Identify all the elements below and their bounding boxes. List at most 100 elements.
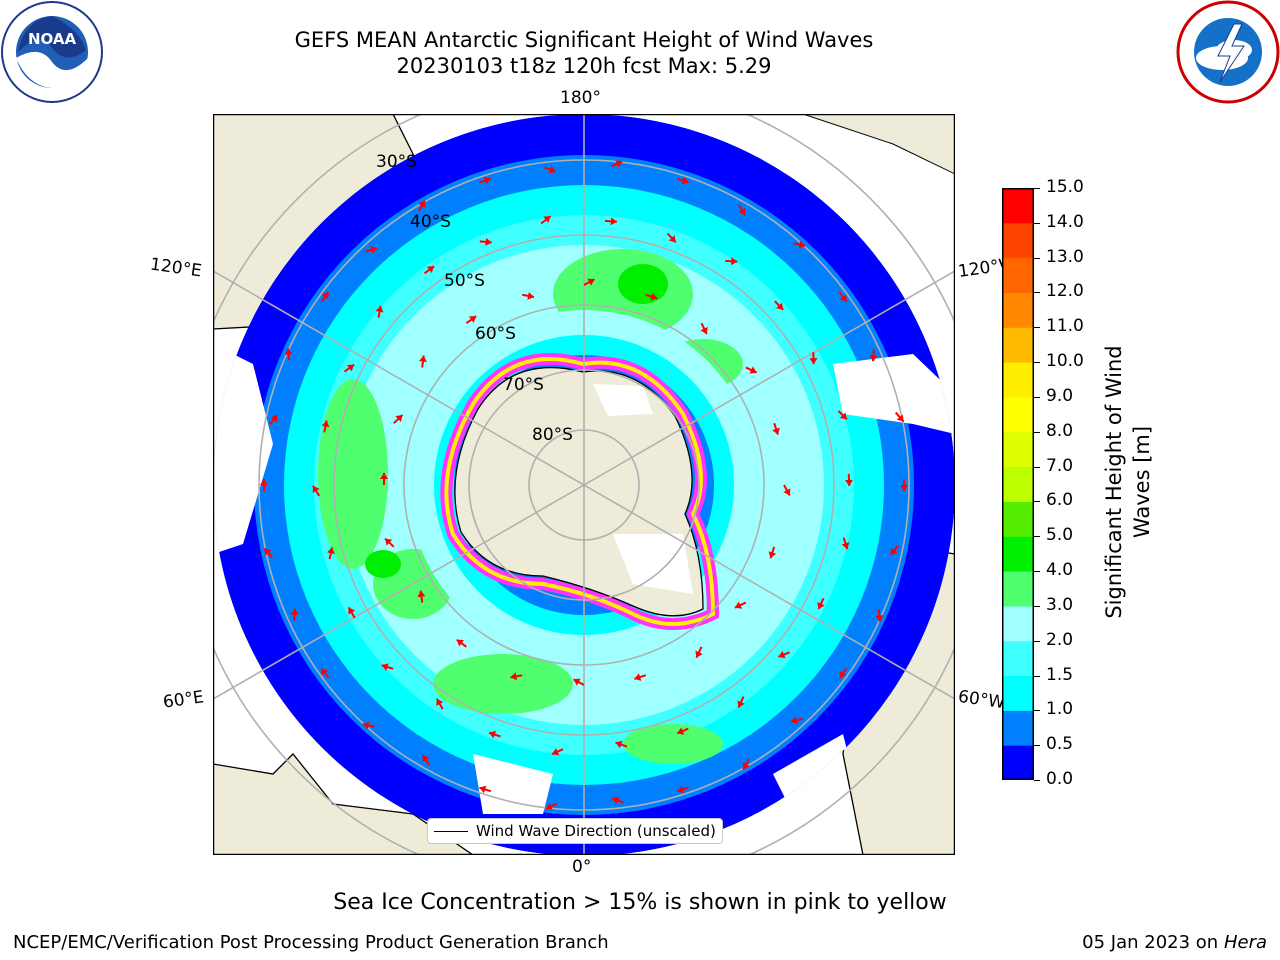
colorbar-tick-label: 9.0 <box>1046 385 1074 406</box>
nws-logo <box>1176 0 1280 104</box>
wave-direction-arrowhead <box>426 266 435 273</box>
colorbar-segment <box>1003 292 1033 328</box>
colorbar-segment <box>1003 675 1033 711</box>
map-panel <box>212 113 956 856</box>
colorbar-tick-mark <box>1034 571 1040 573</box>
wave-direction-arrowhead <box>737 700 745 708</box>
wave-direction-arrowhead <box>370 245 378 254</box>
wind-wave-direction-arrows <box>259 160 909 810</box>
colorbar-segment <box>1003 431 1033 468</box>
colorbar-tick-mark <box>1034 710 1040 712</box>
wave-direction-arrowhead <box>783 488 791 496</box>
wave-direction-arrowhead <box>731 257 738 266</box>
wave-direction-arrowhead <box>634 673 642 681</box>
north-pacific-land <box>802 114 955 175</box>
credit-host: Hera <box>1223 932 1267 953</box>
colorbar-segment <box>1003 605 1033 642</box>
wave-direction-arrowhead <box>395 414 403 422</box>
wave-direction-arrowhead <box>362 721 370 730</box>
wave-direction-arrowhead <box>612 796 620 805</box>
colorbar-segment <box>1003 222 1033 259</box>
map-title: GEFS MEAN Antarctic Significant Height o… <box>294 28 874 52</box>
wave-direction-arrowhead <box>845 479 854 486</box>
colorbar-tick-label: 6.0 <box>1046 490 1074 511</box>
wave-direction-arrowhead <box>489 730 496 739</box>
lat-label-50s: 50°S <box>444 271 485 291</box>
wave-direction-arrowhead <box>527 291 534 300</box>
colorbar-tick-label: 13.0 <box>1046 246 1084 267</box>
wave-direction-arrowhead <box>677 727 685 735</box>
wave-direction-arrowhead <box>896 414 904 422</box>
colorbar-tick-label: 2.0 <box>1046 629 1074 650</box>
wave-direction-arrowhead <box>485 237 492 246</box>
lat-label-30s: 30°S <box>376 152 417 172</box>
wave-direction-arrowhead <box>677 785 685 794</box>
colorbar-segment <box>1003 257 1033 293</box>
wave-direction-arrowhead <box>700 326 708 335</box>
colorbar-tick-label: 5.0 <box>1046 525 1074 546</box>
colorbar-tick-mark <box>1034 501 1040 503</box>
wave-direction-arrowhead <box>380 473 388 479</box>
legend-line-swatch <box>434 831 468 832</box>
lon-label-60e: 60°E <box>161 687 206 713</box>
wave-direction-arrowhead <box>839 670 847 679</box>
wave-direction-arrowhead <box>809 358 818 365</box>
wave-direction-arrowhead <box>587 278 595 286</box>
colorbar-tick-mark <box>1034 292 1040 294</box>
wave-direction-arrowhead <box>545 802 553 810</box>
colorbar-tick-mark <box>1034 188 1040 189</box>
colorbar-segment <box>1003 571 1033 607</box>
colorbar-tick-label: 8.0 <box>1046 420 1074 441</box>
colorbar-segment <box>1003 745 1033 781</box>
colorbar-tick-mark <box>1034 640 1040 642</box>
colorbar-segment <box>1003 327 1033 363</box>
wave-direction-arrowhead <box>456 639 464 647</box>
ross-ice-shelf <box>613 534 693 594</box>
colorbar-tick-mark <box>1034 327 1040 329</box>
colorbar-tick-label: 0.0 <box>1046 769 1074 789</box>
wave-direction-arrowhead <box>290 608 299 615</box>
lat-label-80s: 80°S <box>532 425 573 445</box>
legend-label: Wind Wave Direction (unscaled) <box>476 822 716 840</box>
colorbar-label: Significant Height of Wind Waves [m] <box>1102 345 1154 619</box>
lon-label-0: 0° <box>572 857 592 877</box>
colorbar-segment <box>1003 710 1033 746</box>
wave-direction-arrowhead <box>742 762 750 770</box>
colorbar-tick-label: 1.0 <box>1046 699 1074 720</box>
map-subtitle: 20230103 t18z 120h fcst Max: 5.29 <box>396 54 772 78</box>
credit-right: 05 Jan 2023 on Hera <box>1082 932 1267 953</box>
wave-direction-arrowhead <box>479 785 487 794</box>
weddell-ice <box>593 384 653 416</box>
lon-label-180: 180° <box>560 88 601 108</box>
wave-direction-arrowhead <box>776 302 784 310</box>
colorbar-tick-mark <box>1034 396 1040 398</box>
colorbar-tick-label: 12.0 <box>1046 281 1084 302</box>
colorbar-tick-label: 0.5 <box>1046 734 1074 755</box>
wave-direction-arrowhead <box>385 538 393 546</box>
wave-direction-arrowhead <box>790 716 798 725</box>
wave-direction-arrowhead <box>548 165 556 174</box>
wave-direction-arrowhead <box>768 551 777 559</box>
wave-direction-arrowhead <box>695 650 703 658</box>
credit-date: 05 Jan 2023 on <box>1082 932 1224 953</box>
wave-direction-arrowhead <box>900 484 909 491</box>
wave-direction-arrowhead <box>817 601 825 610</box>
lon-label-120e: 120°E <box>148 254 203 282</box>
colorbar-tick-mark <box>1034 257 1040 259</box>
colorbar-tick-mark <box>1034 431 1040 433</box>
wave-direction-arrowhead <box>312 485 320 493</box>
wave-direction-arrowhead <box>668 235 676 243</box>
wave-direction-arrowhead <box>422 754 430 763</box>
lat-label-40s: 40°S <box>410 212 451 232</box>
colorbar-tick-label: 11.0 <box>1046 316 1084 337</box>
wave-direction-arrowhead <box>839 412 847 420</box>
noaa-logo-text: NOAA <box>28 30 77 48</box>
colorbar-tick-mark <box>1034 536 1040 538</box>
wave-direction-arrowhead <box>321 668 329 676</box>
wave-direction-arrowhead <box>346 364 355 372</box>
colorbar-tick-label: 7.0 <box>1046 455 1074 476</box>
wave-direction-arrowhead <box>841 542 850 550</box>
lat-label-70s: 70°S <box>503 375 544 395</box>
lon-label-60w: 60°W <box>956 686 1007 714</box>
wave-direction-arrowhead <box>778 650 786 659</box>
